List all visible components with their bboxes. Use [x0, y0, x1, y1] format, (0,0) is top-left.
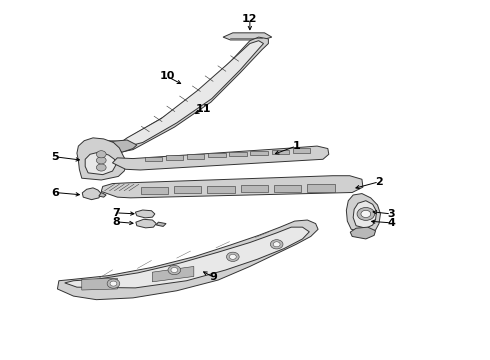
Polygon shape — [274, 185, 301, 192]
Polygon shape — [152, 266, 194, 282]
Text: 10: 10 — [159, 71, 175, 81]
Polygon shape — [145, 157, 162, 161]
Polygon shape — [166, 156, 183, 160]
Text: 6: 6 — [51, 188, 59, 198]
Polygon shape — [65, 227, 309, 288]
Polygon shape — [208, 153, 225, 157]
Polygon shape — [241, 185, 268, 193]
Polygon shape — [82, 278, 117, 290]
Circle shape — [97, 164, 106, 171]
Polygon shape — [113, 146, 329, 170]
Text: 11: 11 — [196, 104, 211, 113]
Text: 7: 7 — [112, 208, 120, 218]
Polygon shape — [207, 186, 235, 193]
Polygon shape — [307, 184, 335, 192]
Polygon shape — [156, 222, 166, 226]
Circle shape — [110, 281, 117, 286]
Text: 5: 5 — [51, 152, 59, 162]
Polygon shape — [141, 186, 168, 194]
Circle shape — [270, 240, 283, 249]
Text: 1: 1 — [292, 141, 300, 151]
Text: 3: 3 — [388, 209, 395, 219]
Text: 9: 9 — [209, 272, 217, 282]
Polygon shape — [106, 37, 269, 152]
Polygon shape — [57, 220, 318, 300]
Text: 2: 2 — [375, 177, 383, 187]
Polygon shape — [187, 154, 204, 158]
Circle shape — [171, 267, 178, 273]
Circle shape — [168, 265, 181, 275]
Polygon shape — [350, 227, 375, 239]
Polygon shape — [174, 186, 201, 193]
Polygon shape — [122, 41, 264, 145]
Circle shape — [273, 242, 280, 247]
Polygon shape — [229, 152, 247, 156]
Polygon shape — [223, 33, 272, 40]
Circle shape — [361, 210, 371, 217]
Polygon shape — [250, 151, 268, 155]
Circle shape — [107, 279, 120, 288]
Polygon shape — [82, 188, 101, 200]
Polygon shape — [135, 210, 155, 218]
Text: 12: 12 — [242, 14, 258, 23]
Polygon shape — [101, 176, 363, 198]
Circle shape — [226, 252, 239, 261]
Circle shape — [229, 254, 236, 259]
Polygon shape — [271, 150, 289, 154]
Circle shape — [357, 207, 374, 220]
Polygon shape — [77, 138, 127, 180]
Polygon shape — [353, 201, 376, 228]
Polygon shape — [85, 152, 116, 175]
Polygon shape — [99, 193, 106, 197]
Polygon shape — [346, 194, 380, 233]
Polygon shape — [106, 140, 137, 152]
Text: 8: 8 — [112, 217, 120, 227]
Circle shape — [97, 157, 106, 164]
Circle shape — [97, 151, 106, 158]
Polygon shape — [136, 219, 156, 228]
Polygon shape — [293, 148, 310, 153]
Text: 4: 4 — [387, 218, 395, 228]
